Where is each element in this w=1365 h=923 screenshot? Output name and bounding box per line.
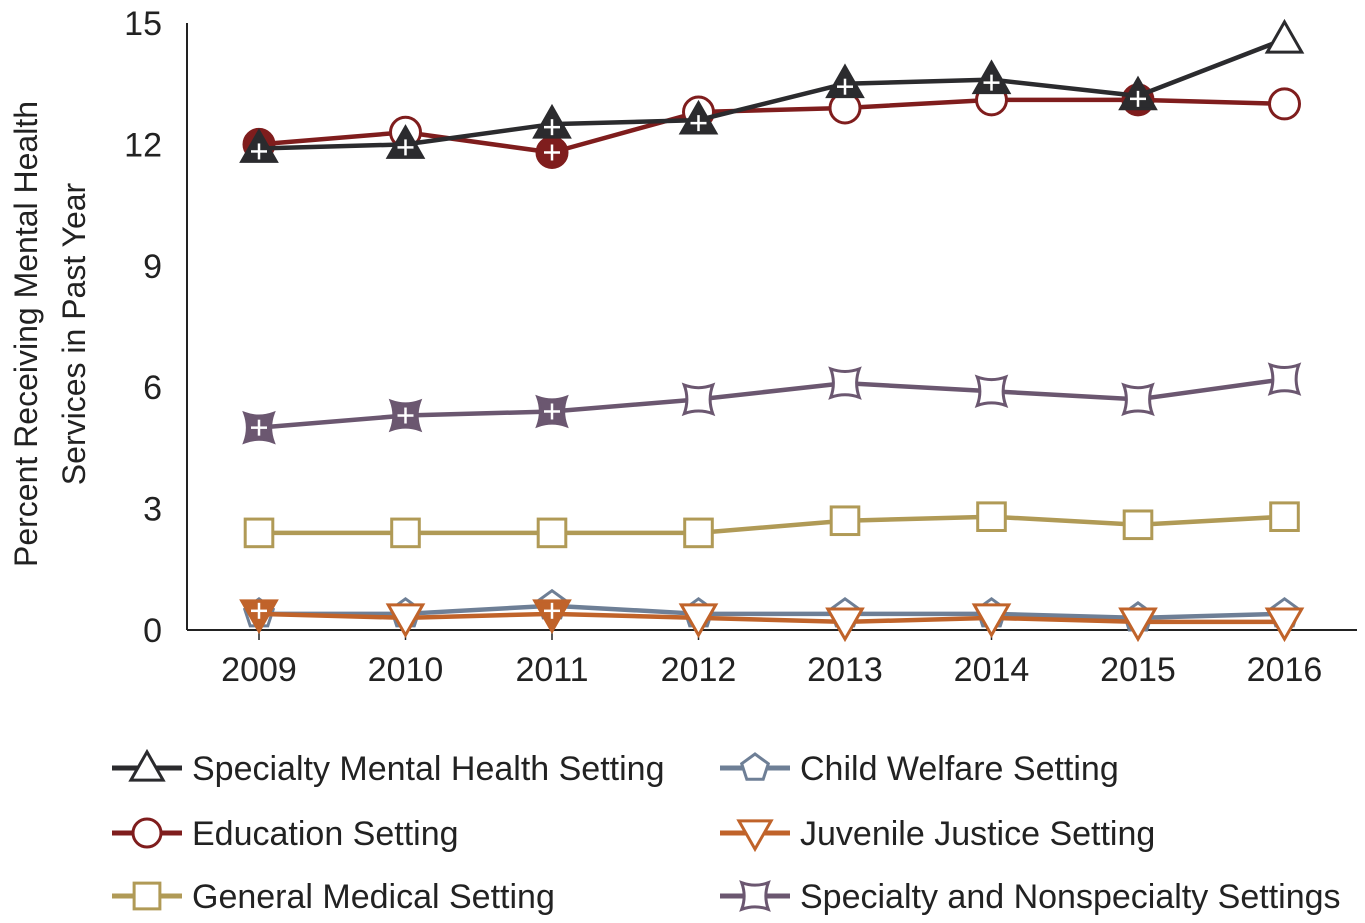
legend-label: Child Welfare Setting: [800, 750, 1119, 788]
legend-marker-icon: [739, 880, 771, 912]
x-tick-label: 2013: [807, 651, 883, 689]
data-point: [825, 607, 865, 643]
legend-label: Specialty and Nonspecialty Settings: [800, 878, 1341, 916]
significance-plus-icon: [251, 419, 267, 436]
data-point: [976, 501, 1007, 532]
significance-plus-icon: [544, 119, 560, 136]
legend-marker-icon: [736, 819, 774, 853]
significance-plus-icon: [544, 144, 560, 161]
legend-label: Education Setting: [192, 815, 459, 853]
series-line: [258, 611, 1285, 625]
data-point: [1121, 382, 1155, 417]
series-line: [258, 376, 1285, 430]
legend-item: Child Welfare Setting: [720, 750, 1119, 788]
data-point: [536, 517, 568, 549]
series-line: [259, 603, 1285, 621]
legend-marker-icon: [132, 881, 162, 911]
significance-plus-icon: [544, 403, 560, 420]
series-juvenile-justice-setting: [239, 599, 1305, 643]
x-tick-label: 2010: [368, 651, 444, 689]
series-line: [258, 37, 1286, 151]
x-tick-label: 2012: [661, 651, 737, 689]
y-axis-title-line: Percent Receiving Mental Health: [8, 101, 44, 567]
significance-plus-icon: [837, 78, 853, 95]
data-point: [1267, 362, 1302, 396]
series-specialty-and-nonspecialty-settings: [242, 362, 1302, 445]
x-tick-label: 2011: [515, 651, 588, 689]
legend-label: Juvenile Justice Setting: [800, 815, 1155, 853]
data-point: [678, 603, 719, 639]
legend-marker-icon: [739, 752, 771, 781]
significance-plus-icon: [251, 602, 267, 619]
legend-label: General Medical Setting: [192, 878, 555, 916]
series-layer: [239, 18, 1305, 643]
legend-label: Specialty Mental Health Setting: [192, 750, 664, 788]
x-tick-label: 2014: [954, 651, 1030, 689]
y-tick-label: 3: [143, 491, 162, 529]
significance-plus-icon: [983, 74, 1000, 91]
legend-item: Specialty and Nonspecialty Settings: [720, 878, 1341, 916]
legend: Specialty Mental Health Setting Child Wel…: [112, 748, 1341, 916]
y-tick-label: 0: [143, 612, 162, 650]
x-tick-label: 2009: [221, 651, 297, 689]
significance-plus-icon: [1130, 90, 1146, 107]
series-general-medical-setting: [243, 501, 1300, 549]
y-tick-label: 6: [143, 369, 162, 407]
data-point: [243, 517, 275, 549]
legend-item: Specialty Mental Health Setting: [112, 748, 664, 788]
significance-plus-icon: [397, 407, 414, 424]
data-point: [974, 374, 1009, 409]
y-tick-label: 9: [143, 248, 162, 286]
y-tick-label: 12: [124, 126, 162, 164]
data-point: [829, 505, 861, 537]
data-point: [971, 603, 1012, 639]
legend-item: Education Setting: [112, 815, 459, 853]
data-point: [683, 517, 714, 549]
data-point: [1264, 18, 1305, 54]
x-tick-label: 2016: [1247, 651, 1323, 689]
data-point: [1264, 607, 1305, 643]
series-specialty-mental-health-setting: [239, 18, 1305, 163]
x-tick-label: 2015: [1100, 651, 1176, 689]
series-line: [258, 97, 1285, 155]
significance-plus-icon: [251, 143, 267, 160]
y-tick-label: 15: [124, 5, 162, 43]
data-point: [681, 382, 716, 417]
legend-item: General Medical Setting: [112, 878, 555, 916]
data-point: [390, 517, 421, 549]
series-line: [259, 514, 1285, 536]
legend-marker-icon: [131, 817, 163, 849]
legend-item: Juvenile Justice Setting: [720, 815, 1155, 853]
data-point: [1118, 607, 1158, 643]
data-point: [1122, 509, 1154, 541]
axes: 0 3 6 9 12 15 2009 2010 2011 2012 2013 2014 2015 2016…: [8, 5, 1357, 689]
data-point: [385, 603, 426, 639]
significance-plus-icon: [690, 115, 707, 132]
data-point: [828, 366, 862, 400]
y-axis-title-line: Services in Past Year: [56, 182, 92, 485]
data-point: [1268, 87, 1301, 121]
y-axis-title: Percent Receiving Mental Health Services …: [8, 101, 92, 567]
legend-marker-icon: [128, 748, 166, 782]
data-point: [1269, 501, 1300, 532]
significance-plus-icon: [544, 602, 560, 619]
significance-plus-icon: [397, 139, 414, 156]
